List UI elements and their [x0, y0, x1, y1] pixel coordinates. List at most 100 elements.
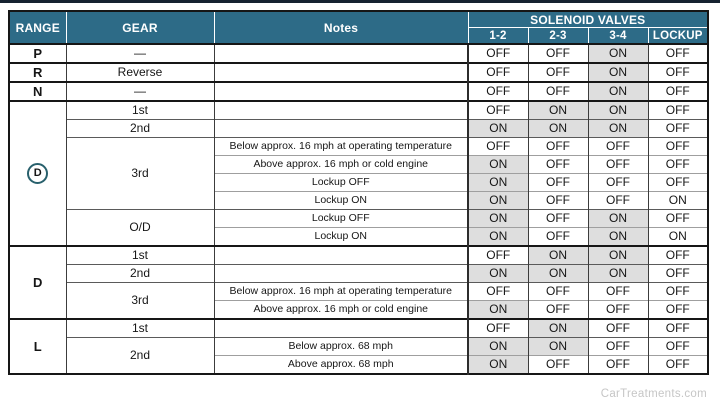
solenoid-value-cell: OFF [467, 318, 528, 338]
solenoid-value-cell: OFF [587, 191, 648, 210]
solenoid-value-cell: OFF [647, 264, 708, 283]
note-cell [213, 100, 468, 120]
solenoid-value-cell: ON [467, 227, 528, 246]
table-row: D 1st OFF ON ON OFF [8, 245, 708, 319]
solenoid-value-cell: OFF [647, 245, 708, 265]
gear-cell: 2nd [65, 119, 214, 138]
solenoid-value-cell: OFF [647, 43, 708, 63]
solenoid-value-cell: ON [587, 62, 648, 82]
solenoid-value-cell: OFF [527, 209, 588, 228]
table-row: Above approx. 16 mph or cold engine ON OFF… [9, 300, 708, 319]
table-row: R Reverse OFF OFF ON OFF [8, 62, 708, 82]
solenoid-value-cell: OFF [467, 43, 528, 63]
note-cell: Below approx. 16 mph at operating temper… [213, 137, 468, 156]
solenoid-value-cell: ON [587, 209, 648, 228]
header-solenoid-1-2: 1-2 [467, 27, 529, 45]
solenoid-value-cell: OFF [467, 282, 528, 301]
table-row: Above approx. 16 mph or cold engine ON OFF… [9, 155, 708, 174]
solenoid-value-cell: OFF [647, 155, 708, 174]
note-cell [213, 43, 468, 63]
solenoid-value-cell: OFF [587, 337, 648, 356]
note-cell [213, 119, 468, 138]
range-cell: D [8, 100, 66, 246]
circled-range-icon: D [27, 163, 49, 184]
header-gear: GEAR [65, 10, 215, 45]
range-cell: L [8, 318, 66, 374]
solenoid-value-cell: OFF [587, 173, 648, 192]
gear-cell: 2nd [65, 337, 214, 374]
solenoid-value-cell: OFF [527, 282, 588, 301]
solenoid-value-cell: OFF [527, 173, 588, 192]
solenoid-value-cell: OFF [587, 282, 648, 301]
solenoid-value-cell: ON [527, 337, 588, 356]
gear-cell: 1st [65, 318, 214, 338]
gear-cell: 2nd [65, 264, 214, 283]
header-solenoid-2-3: 2-3 [527, 27, 589, 45]
solenoid-value-cell: OFF [647, 81, 708, 101]
gear-cell: Reverse [65, 62, 214, 82]
solenoid-value-cell: ON [527, 100, 588, 120]
table-row: 3rd Below approx. 16 mph at operating tem… [9, 137, 708, 210]
note-cell [213, 81, 468, 101]
table-row: L 1st OFF ON OFF OFF [8, 318, 708, 374]
table-body: P — OFF OFF ON OFF R Reverse OFF OFF ON OFF N — OFF OFF… [8, 43, 708, 374]
gear-cell: 1st [65, 245, 214, 265]
solenoid-value-cell: OFF [647, 318, 708, 338]
header-solenoid-lockup: LOCKUP [647, 27, 709, 45]
solenoid-value-cell: OFF [467, 81, 528, 101]
solenoid-value-cell: OFF [647, 119, 708, 138]
note-cell: Lockup ON [213, 227, 468, 246]
watermark: CarTreatments.com [600, 388, 707, 400]
solenoid-value-cell: OFF [527, 62, 588, 82]
solenoid-value-cell: OFF [587, 155, 648, 174]
solenoid-value-cell: OFF [587, 300, 648, 319]
header-range: RANGE [8, 10, 67, 45]
solenoid-value-cell: OFF [647, 137, 708, 156]
note-cell: Above approx. 68 mph [213, 355, 468, 374]
solenoid-value-cell: OFF [467, 62, 528, 82]
solenoid-value-cell: OFF [527, 43, 588, 63]
solenoid-value-cell: ON [467, 119, 528, 138]
table-row: N — OFF OFF ON OFF [8, 81, 708, 101]
gear-cell: O/D [65, 209, 214, 246]
solenoid-value-cell: OFF [647, 209, 708, 228]
solenoid-value-cell: OFF [467, 100, 528, 120]
gear-cell: 3rd [65, 137, 214, 210]
table-row: Above approx. 68 mph ON OFF OFF OFF [9, 355, 708, 374]
table-row: Lockup ON ON OFF ON ON [9, 227, 708, 246]
solenoid-valve-table: RANGE GEAR Notes SOLENOID VALVES 1-2 2-3… [8, 10, 709, 375]
solenoid-value-cell: OFF [647, 355, 708, 374]
solenoid-value-cell: OFF [587, 137, 648, 156]
solenoid-value-cell: ON [527, 264, 588, 283]
solenoid-value-cell: ON [467, 173, 528, 192]
solenoid-value-cell: ON [647, 191, 708, 210]
solenoid-value-cell: ON [587, 100, 648, 120]
gear-cell: 1st [65, 100, 214, 120]
solenoid-value-cell: ON [467, 337, 528, 356]
header-notes: Notes [213, 10, 469, 45]
note-cell [213, 62, 468, 82]
note-cell: Above approx. 16 mph or cold engine [213, 155, 468, 174]
range-cell: P [8, 43, 66, 63]
header-solenoid-3-4: 3-4 [587, 27, 649, 45]
table-row: D 1st OFF ON ON OFF [8, 100, 708, 246]
solenoid-value-cell: OFF [647, 337, 708, 356]
solenoid-value-cell: ON [467, 191, 528, 210]
table-row: Lockup ON ON OFF OFF ON [9, 191, 708, 210]
note-cell: Lockup OFF [213, 173, 468, 192]
solenoid-value-cell: OFF [647, 173, 708, 192]
solenoid-value-cell: OFF [527, 227, 588, 246]
solenoid-value-cell: ON [467, 300, 528, 319]
solenoid-value-cell: ON [587, 245, 648, 265]
solenoid-value-cell: OFF [527, 191, 588, 210]
note-cell: Above approx. 16 mph or cold engine [213, 300, 468, 319]
note-cell: Below approx. 68 mph [213, 337, 468, 356]
table-row: P — OFF OFF ON OFF [8, 43, 708, 63]
range-cell: N [8, 81, 66, 101]
note-cell [213, 318, 468, 338]
solenoid-value-cell: OFF [527, 300, 588, 319]
solenoid-value-cell: ON [527, 245, 588, 265]
header-solenoid-valves-group: SOLENOID VALVES [467, 10, 709, 28]
solenoid-value-cell: ON [587, 43, 648, 63]
